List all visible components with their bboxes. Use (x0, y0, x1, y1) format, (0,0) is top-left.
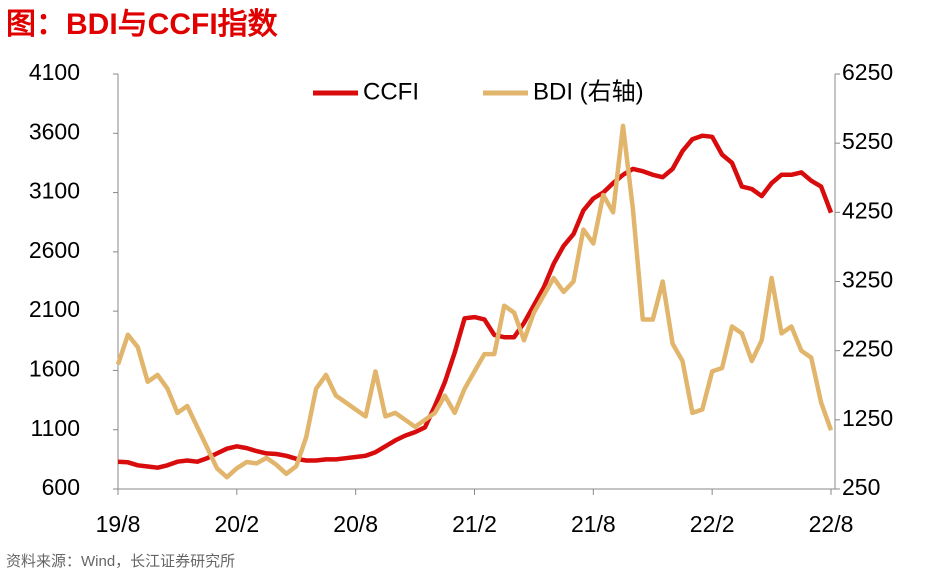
x-tick-label: 21/2 (452, 511, 497, 537)
x-tick-label: 21/8 (571, 511, 616, 537)
x-tick-label: 22/8 (809, 511, 854, 537)
y2-tick-label: 6250 (842, 59, 893, 85)
y2-tick-label: 4250 (842, 197, 893, 223)
y-tick-label: 2100 (29, 296, 80, 322)
x-tick-label: 20/8 (333, 511, 378, 537)
legend-label: CCFI (363, 78, 419, 105)
y-tick-label: 1600 (29, 356, 80, 382)
y-tick-label: 1100 (31, 415, 80, 441)
y-tick-label: 4100 (29, 59, 80, 85)
y2-tick-label: 1250 (842, 405, 893, 431)
source-note: 资料来源：Wind，长江证券研究所 (6, 553, 235, 570)
series-line (115, 123, 834, 480)
y-tick-label: 3600 (29, 118, 80, 144)
legend-label: BDI (右轴) (533, 78, 644, 105)
y2-tick-label: 5250 (842, 128, 893, 154)
x-tick-label: 20/2 (214, 511, 259, 537)
x-tick-label: 19/8 (96, 511, 141, 537)
y2-tick-label: 2250 (842, 336, 893, 362)
y2-tick-label: 3250 (842, 267, 893, 293)
y-tick-label: 600 (42, 474, 80, 500)
y-tick-label: 3100 (29, 178, 80, 204)
chart-title: 图：BDI与CCFI指数 (6, 8, 279, 41)
series-line (117, 133, 834, 470)
y-tick-label: 2600 (29, 237, 80, 263)
x-tick-label: 22/2 (690, 511, 735, 537)
y2-tick-label: 250 (842, 474, 880, 500)
